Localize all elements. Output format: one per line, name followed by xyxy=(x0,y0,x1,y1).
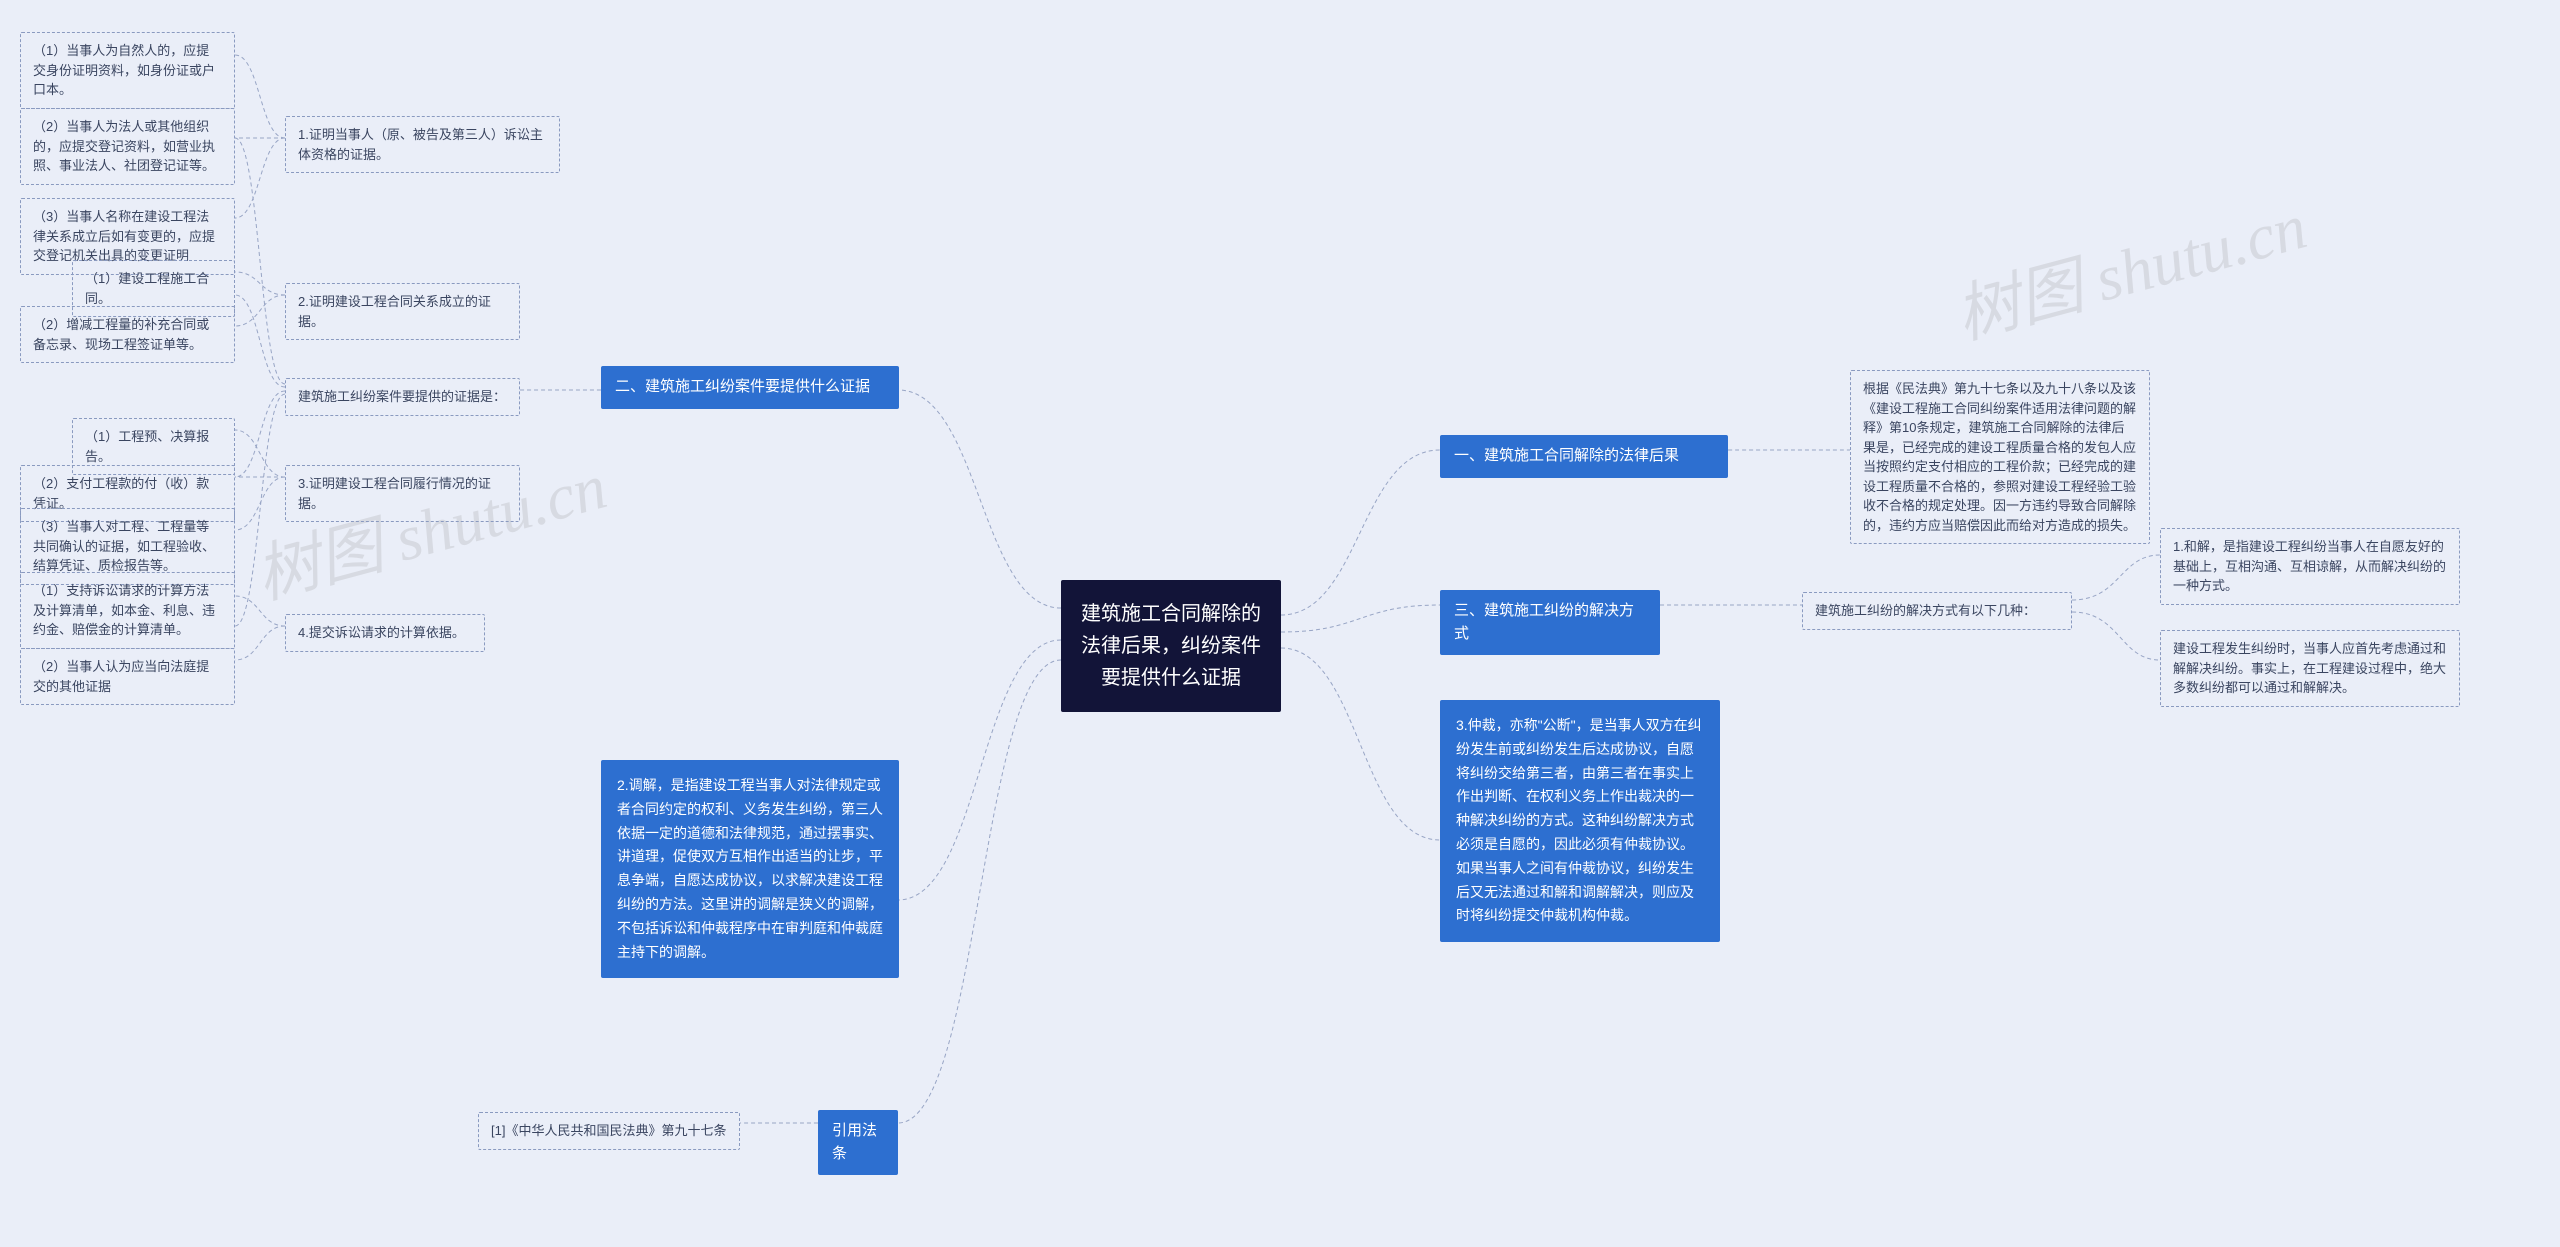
root-node: 建筑施工合同解除的法律后果，纠纷案件要提供什么证据 xyxy=(1061,580,1281,712)
branch-3-intro: 建筑施工纠纷的解决方式有以下几种： xyxy=(1802,592,2072,630)
g4-item-0: （1）支持诉讼请求的计算方法及计算清单，如本金、利息、违约金、赔偿金的计算清单。 xyxy=(20,572,235,649)
watermark: 树图 shutu.cn xyxy=(1944,175,2315,357)
watermark: 树图 shutu.cn xyxy=(244,435,615,617)
branch-1-title: 一、建筑施工合同解除的法律后果 xyxy=(1440,435,1728,478)
g3-title: 3.证明建设工程合同履行情况的证据。 xyxy=(285,465,520,522)
arbitration-node: 3.仲裁，亦称"公断"，是当事人双方在纠纷发生前或纠纷发生后达成协议，自愿将纠纷… xyxy=(1440,700,1720,942)
branch-2-intro: 建筑施工纠纷案件要提供的证据是： xyxy=(285,378,520,416)
branch-3-leaf1: 1.和解，是指建设工程纠纷当事人在自愿友好的基础上，互相沟通、互相谅解，从而解决… xyxy=(2160,528,2460,605)
g1-item-1: （2）当事人为法人或其他组织的，应提交登记资料，如营业执照、事业法人、社团登记证… xyxy=(20,108,235,185)
branch-3-title: 三、建筑施工纠纷的解决方式 xyxy=(1440,590,1660,655)
g2-item-1: （2）增减工程量的补充合同或备忘录、现场工程签证单等。 xyxy=(20,306,235,363)
g1-title: 1.证明当事人（原、被告及第三人）诉讼主体资格的证据。 xyxy=(285,116,560,173)
branch-2-title: 二、建筑施工纠纷案件要提供什么证据 xyxy=(601,366,899,409)
g4-item-1: （2）当事人认为应当向法庭提交的其他证据 xyxy=(20,648,235,705)
branch-3-leaf2: 建设工程发生纠纷时，当事人应首先考虑通过和解解决纠纷。事实上，在工程建设过程中，… xyxy=(2160,630,2460,707)
citation-title: 引用法条 xyxy=(818,1110,898,1175)
branch-1-leaf: 根据《民法典》第九十七条以及九十八条以及该《建设工程施工合同纠纷案件适用法律问题… xyxy=(1850,370,2150,544)
g2-title: 2.证明建设工程合同关系成立的证据。 xyxy=(285,283,520,340)
citation-item: [1]《中华人民共和国民法典》第九十七条 xyxy=(478,1112,740,1150)
g1-item-0: （1）当事人为自然人的，应提交身份证明资料，如身份证或户口本。 xyxy=(20,32,235,109)
mediation-node: 2.调解，是指建设工程当事人对法律规定或者合同约定的权利、义务发生纠纷，第三人依… xyxy=(601,760,899,978)
g4-title: 4.提交诉讼请求的计算依据。 xyxy=(285,614,485,652)
